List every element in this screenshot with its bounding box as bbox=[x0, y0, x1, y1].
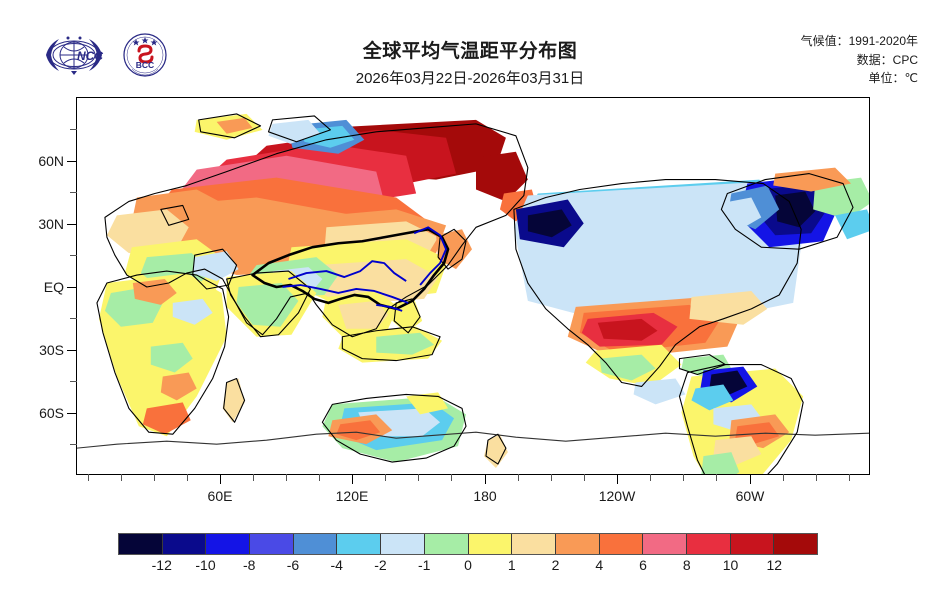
xtick-minor bbox=[783, 474, 784, 481]
xtick-minor bbox=[518, 474, 519, 481]
ylabel-60s: 60S bbox=[39, 405, 64, 421]
meta-info: 气候值：1991-2020年 数据：CPC 单位：℃ bbox=[801, 32, 918, 88]
ytick-minor bbox=[70, 444, 77, 445]
xtick-180 bbox=[485, 474, 486, 484]
colorbar-segment bbox=[468, 534, 513, 554]
xtick-minor bbox=[187, 474, 188, 481]
xtick-minor bbox=[253, 474, 254, 481]
ytick-minor bbox=[70, 381, 77, 382]
page-title: 全球平均气温距平分布图 bbox=[362, 41, 578, 62]
colorbar-segment bbox=[206, 534, 251, 554]
meta-climatology: 气候值：1991-2020年 bbox=[800, 34, 918, 48]
xtick-minor bbox=[385, 474, 386, 481]
xtick-120e bbox=[352, 474, 353, 484]
xtick-minor bbox=[154, 474, 155, 481]
ytick-minor bbox=[70, 318, 77, 319]
colorbar-tick: 6 bbox=[639, 557, 647, 573]
colorbar-tick: -8 bbox=[243, 557, 256, 573]
ylabel-30s: 30S bbox=[39, 342, 64, 358]
ylabel-30n: 30N bbox=[38, 216, 64, 232]
colorbar-segment bbox=[424, 534, 469, 554]
xtick-minor bbox=[650, 474, 651, 481]
colorbar-tick: -12 bbox=[151, 557, 172, 573]
ytick-minor bbox=[70, 255, 77, 256]
colorbar-tick: 0 bbox=[464, 557, 472, 573]
colorbar-segments bbox=[118, 533, 818, 555]
xtick-minor bbox=[121, 474, 122, 481]
xtick-minor bbox=[88, 474, 89, 481]
colorbar-tick: -10 bbox=[195, 557, 216, 573]
ytick-minor bbox=[70, 129, 77, 130]
colorbar-segment bbox=[337, 534, 382, 554]
colorbar-segment bbox=[381, 534, 425, 554]
colorbar-segment bbox=[774, 534, 817, 554]
colorbar-tick: 2 bbox=[551, 557, 560, 573]
ytick-minor bbox=[70, 192, 77, 193]
ylabel-60n: 60N bbox=[38, 153, 64, 169]
colorbar-segment bbox=[599, 534, 644, 554]
anomaly-map bbox=[77, 113, 869, 474]
page-subtitle: 2026年03月22日-2026年03月31日 bbox=[355, 69, 585, 87]
colorbar-segment bbox=[512, 534, 556, 554]
ytick-30n bbox=[67, 224, 77, 225]
xlabel-60w: 60W bbox=[735, 488, 765, 504]
xlabel-180: 180 bbox=[473, 488, 497, 504]
colorbar-segment bbox=[119, 534, 163, 554]
colorbar-tick: 1 bbox=[507, 557, 516, 573]
colorbar bbox=[118, 533, 818, 555]
logo-group: NCC BCC bbox=[38, 32, 168, 78]
ytick-60s bbox=[67, 413, 77, 414]
colorbar-tick: -2 bbox=[374, 557, 387, 573]
map-plot-area: 60N 30N EQ 30S 60S 60E 120E 180 120W 60W bbox=[38, 97, 870, 504]
colorbar-segment bbox=[730, 534, 775, 554]
xtick-minor bbox=[286, 474, 287, 481]
xlabel-120e: 120E bbox=[335, 488, 369, 504]
xtick-60w bbox=[750, 474, 751, 484]
xlabel-60e: 60E bbox=[207, 488, 233, 504]
colorbar-tick: 8 bbox=[682, 557, 691, 573]
xtick-minor bbox=[683, 474, 684, 481]
ytick-60n bbox=[67, 161, 77, 162]
svg-text:BCC: BCC bbox=[136, 60, 154, 70]
colorbar-segment bbox=[162, 534, 207, 554]
xtick-60e bbox=[220, 474, 221, 484]
svg-text:NCC: NCC bbox=[77, 49, 103, 63]
xlabel-120w: 120W bbox=[598, 488, 636, 504]
ncc-logo: NCC bbox=[46, 36, 103, 75]
meta-source: 数据：CPC bbox=[856, 52, 918, 67]
colorbar-tick-labels: -12 -10 -8 -6 -4 -2 -1 0 1 2 4 6 8 10 12 bbox=[118, 557, 818, 577]
xtick-minor bbox=[716, 474, 717, 481]
colorbar-segment bbox=[555, 534, 600, 554]
title-block: 全球平均气温距平分布图 2026年03月22日-2026年03月31日 bbox=[250, 40, 690, 89]
colorbar-tick: -1 bbox=[418, 557, 431, 573]
bcc-logo: BCC bbox=[123, 33, 167, 77]
xtick-minor bbox=[849, 474, 850, 481]
meta-unit: 单位：℃ bbox=[868, 71, 918, 86]
ytick-30s bbox=[67, 350, 77, 351]
xtick-minor bbox=[451, 474, 452, 481]
colorbar-tick: 4 bbox=[595, 557, 604, 573]
colorbar-tick: -4 bbox=[330, 557, 343, 573]
xtick-minor bbox=[584, 474, 585, 481]
xtick-minor bbox=[551, 474, 552, 481]
xtick-minor bbox=[319, 474, 320, 481]
ytick-eq bbox=[67, 287, 77, 288]
colorbar-segment bbox=[643, 534, 687, 554]
colorbar-tick: 10 bbox=[722, 557, 739, 573]
xtick-minor bbox=[418, 474, 419, 481]
ylabel-eq: EQ bbox=[43, 279, 64, 295]
colorbar-tick: -6 bbox=[286, 557, 300, 573]
colorbar-tick: 12 bbox=[766, 557, 783, 573]
colorbar-segment bbox=[686, 534, 731, 554]
colorbar-segment bbox=[293, 534, 338, 554]
colorbar-segment bbox=[250, 534, 294, 554]
xtick-120w bbox=[617, 474, 618, 484]
xtick-minor bbox=[816, 474, 817, 481]
